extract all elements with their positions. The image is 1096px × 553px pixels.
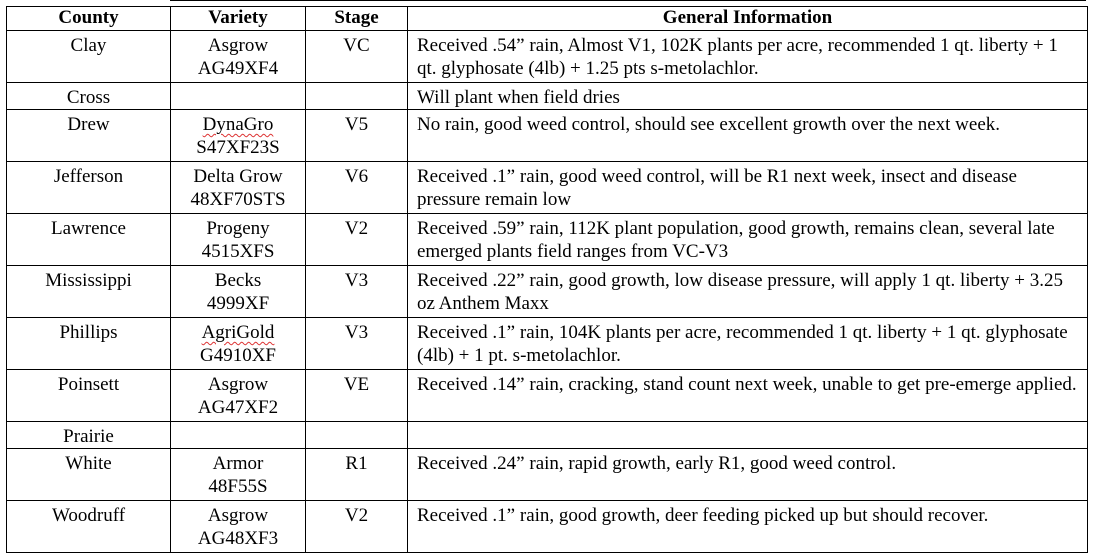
variety-cell: DynaGro S47XF23S — [170, 109, 306, 162]
header-row: County Variety Stage General Information — [6, 6, 1088, 31]
table-row: Cross Will plant when field dries — [6, 82, 1088, 110]
stage-cell: V5 — [305, 109, 408, 162]
info-cell — [407, 421, 1088, 449]
variety-brand: DynaGro — [202, 114, 274, 135]
variety-brand: AgriGold — [201, 322, 275, 343]
county-cell: Woodruff — [6, 500, 171, 553]
table-row: Mississippi Becks 4999XF V3 Received .22”… — [6, 265, 1088, 318]
variety-cell: AgriGold G4910XF — [170, 317, 306, 370]
info-cell: Received .24” rain, rapid growth, early … — [407, 448, 1088, 501]
info-cell: Received .14” rain, cracking, stand coun… — [407, 369, 1088, 422]
variety-cell — [170, 82, 306, 110]
info-cell: Received .1” rain, good weed control, wi… — [407, 161, 1088, 214]
county-cell: Prairie — [6, 421, 171, 449]
variety-cell: Progeny 4515XFS — [170, 213, 306, 266]
variety-code: 4999XF — [206, 293, 270, 314]
stage-cell: V6 — [305, 161, 408, 214]
variety-brand: Armor — [212, 453, 264, 474]
county-cell: Phillips — [6, 317, 171, 370]
info-cell: No rain, good weed control, should see e… — [407, 109, 1088, 162]
variety-code: 48F55S — [208, 476, 268, 497]
county-cell: White — [6, 448, 171, 501]
variety-code: S47XF23S — [196, 137, 280, 158]
variety-code: AG47XF2 — [197, 397, 279, 418]
stage-cell — [305, 82, 408, 110]
stage-cell: V2 — [305, 500, 408, 553]
stage-cell — [305, 421, 408, 449]
variety-brand: Asgrow — [207, 374, 269, 395]
table-row: Phillips AgriGold G4910XF V3 Received .1”… — [6, 317, 1088, 370]
info-cell: Received .59” rain, 112K plant populatio… — [407, 213, 1088, 266]
county-cell: Cross — [6, 82, 171, 110]
county-cell: Mississippi — [6, 265, 171, 318]
variety-cell: Asgrow AG48XF3 — [170, 500, 306, 553]
variety-cell: Becks 4999XF — [170, 265, 306, 318]
table-row: Woodruff Asgrow AG48XF3 V2 Received .1” r… — [6, 500, 1088, 553]
table-row: Prairie — [6, 421, 1088, 449]
header-county: County — [6, 6, 171, 31]
header-stage: Stage — [305, 6, 408, 31]
county-cell: Drew — [6, 109, 171, 162]
variety-brand: Asgrow — [207, 505, 269, 526]
county-cell: Clay — [6, 30, 171, 83]
variety-brand: Delta Grow — [193, 166, 283, 187]
county-cell: Lawrence — [6, 213, 171, 266]
table-top-border — [170, 0, 1086, 5]
stage-cell: VC — [305, 30, 408, 83]
variety-code: G4910XF — [199, 345, 276, 366]
variety-cell: Delta Grow 48XF70STS — [170, 161, 306, 214]
stage-cell: V3 — [305, 265, 408, 318]
stage-cell: R1 — [305, 448, 408, 501]
county-cell: Poinsett — [6, 369, 171, 422]
variety-brand: Asgrow — [207, 35, 269, 56]
variety-cell: Armor 48F55S — [170, 448, 306, 501]
table-row: Jefferson Delta Grow 48XF70STS V6 Receive… — [6, 161, 1088, 214]
info-cell: Received .1” rain, good growth, deer fee… — [407, 500, 1088, 553]
table-row: Lawrence Progeny 4515XFS V2 Received .59”… — [6, 213, 1088, 266]
variety-code: AG49XF4 — [197, 58, 279, 79]
table-row: White Armor 48F55S R1 Received .24” rain,… — [6, 448, 1088, 501]
variety-code: 4515XFS — [201, 241, 275, 262]
info-cell: Received .1” rain, 104K plants per acre,… — [407, 317, 1088, 370]
info-cell: Will plant when field dries — [407, 82, 1088, 110]
variety-cell — [170, 421, 306, 449]
header-variety: Variety — [170, 6, 306, 31]
county-cell: Jefferson — [6, 161, 171, 214]
table-row: Poinsett Asgrow AG47XF2 VE Received .14” … — [6, 369, 1088, 422]
stage-cell: VE — [305, 369, 408, 422]
header-general-information: General Information — [407, 6, 1088, 31]
stage-cell: V2 — [305, 213, 408, 266]
info-cell: Received .22” rain, good growth, low dis… — [407, 265, 1088, 318]
soybean-county-report-table: County Variety Stage General Information… — [6, 6, 1088, 553]
variety-cell: Asgrow AG49XF4 — [170, 30, 306, 83]
variety-code: AG48XF3 — [197, 528, 279, 549]
variety-brand: Becks — [214, 270, 262, 291]
table-row: Drew DynaGro S47XF23S V5 No rain, good we… — [6, 109, 1088, 162]
stage-cell: V3 — [305, 317, 408, 370]
info-cell: Received .54” rain, Almost V1, 102K plan… — [407, 30, 1088, 83]
variety-cell: Asgrow AG47XF2 — [170, 369, 306, 422]
variety-code: 48XF70STS — [190, 189, 286, 210]
variety-brand: Progeny — [206, 218, 270, 239]
table-row: Clay Asgrow AG49XF4 VC Received .54” rain… — [6, 30, 1088, 83]
